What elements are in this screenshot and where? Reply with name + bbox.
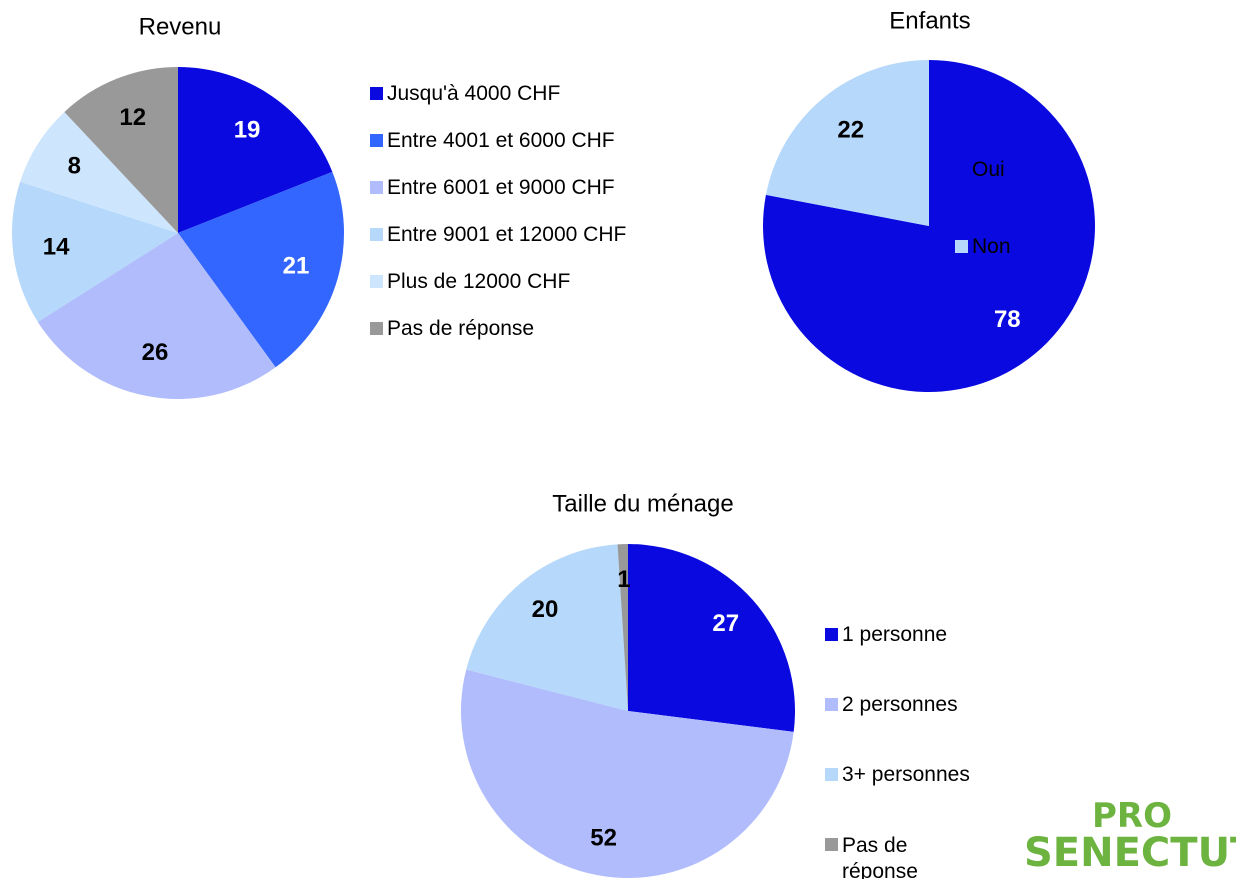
legend-swatch <box>370 134 383 147</box>
legend-item: Oui <box>955 158 1005 182</box>
data-label: 20 <box>532 596 559 623</box>
data-label: 78 <box>994 306 1021 333</box>
legend-swatch <box>370 228 383 241</box>
chart-title: Taille du ménage <box>552 490 733 517</box>
legend-label: Plus de 12000 CHF <box>387 270 571 293</box>
legend-swatch <box>370 181 383 194</box>
data-label: 8 <box>68 153 81 180</box>
pie-slice <box>466 544 628 711</box>
logo-text: SENECTUT <box>1024 830 1236 876</box>
legend-swatch <box>370 322 383 335</box>
legend-item: 1 personne <box>825 623 947 647</box>
legend-label: 2 personnes <box>842 693 958 716</box>
legend-item: Pas de réponse <box>370 317 534 341</box>
pie-slice <box>20 111 178 233</box>
logo-text: PRO <box>1092 796 1173 836</box>
data-label: 1 <box>617 566 630 593</box>
pie-slice <box>37 233 276 399</box>
data-label: 14 <box>43 234 70 261</box>
pie-slice <box>628 544 796 732</box>
legend-swatch <box>825 628 838 641</box>
data-label: 19 <box>234 117 261 144</box>
legend-label: Oui <box>972 158 1005 181</box>
pie-slice <box>765 60 929 226</box>
legend-label: 3+ personnes <box>842 763 970 786</box>
legend-item: Jusqu'à 4000 CHF <box>370 82 560 106</box>
pie-slice <box>763 60 1096 392</box>
legend-swatch <box>370 87 383 100</box>
legend-label: Non <box>972 235 1011 258</box>
legend-label: Pas de réponse <box>842 834 918 879</box>
legend-label: Pas de réponse <box>387 317 535 340</box>
pie-slice <box>461 669 794 878</box>
data-label: 27 <box>712 610 739 637</box>
legend-swatch <box>955 240 968 253</box>
legend-item: 2 personnes <box>825 693 958 717</box>
legend-label: Jusqu'à 4000 CHF <box>387 82 561 105</box>
pie-slice <box>178 171 344 368</box>
legend-label: Entre 4001 et 6000 CHF <box>387 129 615 152</box>
legend-swatch <box>825 698 838 711</box>
data-label: 22 <box>837 117 864 144</box>
data-label: 26 <box>142 339 169 366</box>
legend-item: Entre 6001 et 9000 CHF <box>370 176 615 200</box>
data-label: 52 <box>590 824 617 851</box>
legend-label: 1 personne <box>842 623 948 646</box>
data-label: 21 <box>283 253 310 280</box>
chart-title: Revenu <box>139 13 222 40</box>
legend-swatch <box>370 275 383 288</box>
legend-label: Entre 9001 et 12000 CHF <box>387 223 627 246</box>
pie-slice <box>12 181 179 322</box>
legend-item: Pas de réponse <box>825 833 932 879</box>
pie-slice <box>178 67 333 233</box>
legend-swatch <box>825 838 838 851</box>
legend-swatch <box>825 768 838 781</box>
chart-title: Enfants <box>889 7 970 34</box>
legend-item: Entre 4001 et 6000 CHF <box>370 129 615 153</box>
pie-slice <box>617 544 628 711</box>
legend-label: Entre 6001 et 9000 CHF <box>387 176 615 199</box>
legend-item: 3+ personnes <box>825 763 970 787</box>
data-label: 12 <box>119 104 146 131</box>
legend-item: Entre 9001 et 12000 CHF <box>370 223 626 247</box>
pie-slice <box>64 67 178 233</box>
legend-item: Plus de 12000 CHF <box>370 270 570 294</box>
legend-item: Non <box>955 235 1011 259</box>
legend-swatch <box>955 163 968 176</box>
